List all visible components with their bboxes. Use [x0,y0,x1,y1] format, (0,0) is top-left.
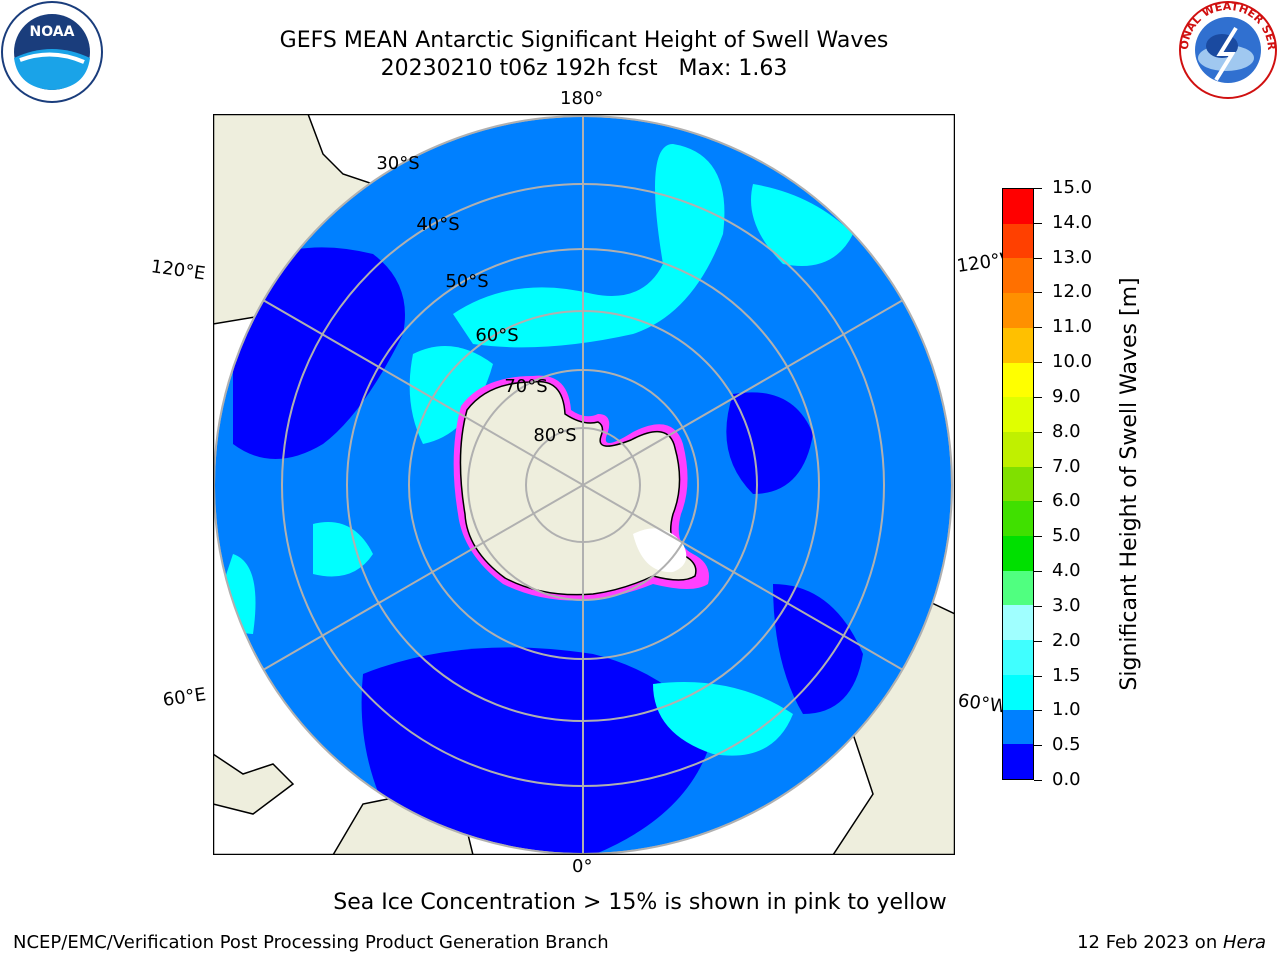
colorbar-segment [1003,570,1033,606]
nws-logo: NATIONAL WEATHER SERVICE [1176,0,1278,99]
lat-label-60s: 60°S [475,325,518,346]
colorbar-tick [1034,222,1042,224]
colorbar-tick [1034,292,1042,294]
lat-label-40s: 40°S [416,214,459,235]
footer-host: Hera [1222,932,1266,953]
antarctica [453,375,709,601]
colorbar-segment [1003,674,1033,710]
colorbar-segment [1003,605,1033,641]
colorbar-tick-label: 2.0 [1052,629,1081,651]
colorbar-tick-label: 1.5 [1052,664,1081,686]
colorbar-segment [1003,397,1033,432]
colorbar-tick [1034,640,1042,642]
colorbar-tick-label: 6.0 [1052,490,1081,512]
colorbar-tick [1034,327,1042,329]
lon-label-180: 180° [560,88,604,109]
colorbar-segment [1003,536,1033,571]
colorbar-tick [1034,536,1042,538]
colorbar-segment [1003,293,1033,328]
colorbar-tick-label: 3.0 [1052,594,1081,616]
colorbar-segment [1003,640,1033,675]
colorbar-tick [1034,745,1042,747]
colorbar-tick [1034,710,1042,712]
colorbar-segment [1003,501,1033,537]
chart-title: GEFS MEAN Antarctic Significant Height o… [279,28,889,53]
colorbar-segment [1003,327,1033,363]
lon-label-120e: 120°E [149,256,207,285]
colorbar-tick-label: 14.0 [1052,211,1093,233]
colorbar-tick-label: 7.0 [1052,455,1081,477]
colorbar-tick [1034,362,1042,364]
colorbar-tick [1034,501,1042,503]
colorbar-segment [1003,189,1033,224]
colorbar-tick-label: 9.0 [1052,385,1081,407]
colorbar-tick-label: 13.0 [1052,246,1093,268]
colorbar-segment [1003,709,1033,745]
colorbar-tick-label: 10.0 [1052,351,1093,373]
colorbar-tick-label: 1.0 [1052,699,1081,721]
colorbar-segment [1003,258,1033,294]
lat-label-80s: 80°S [533,425,576,446]
colorbar-tick-label: 11.0 [1052,316,1093,338]
noaa-logo-text: NOAA [30,24,75,40]
colorbar-segment [1003,431,1033,467]
lon-label-0: 0° [572,856,593,877]
lon-label-60e: 60°E [161,684,208,711]
footer-producer: NCEP/EMC/Verification Post Processing Pr… [13,932,609,953]
colorbar-tick-label: 5.0 [1052,525,1081,547]
colorbar-tick [1034,431,1042,433]
colorbar [1002,188,1034,780]
lat-label-70s: 70°S [504,376,547,397]
chart-subtitle: 20230210 t06z 192h fcst Max: 1.63 [380,56,788,81]
colorbar-tick-label: 12.0 [1052,281,1093,303]
colorbar-segment [1003,744,1033,779]
colorbar-tick [1034,188,1042,189]
sea-ice-caption: Sea Ice Concentration > 15% is shown in … [333,890,947,915]
colorbar-tick-label: 8.0 [1052,420,1081,442]
lat-label-30s: 30°S [376,153,419,174]
colorbar-tick [1034,466,1042,468]
colorbar-tick [1034,780,1042,781]
colorbar-tick-label: 0.5 [1052,734,1081,756]
colorbar-tick [1034,396,1042,398]
lon-label-60w: 60°W [956,690,1009,718]
footer-date: 12 Feb 2023 on Hera [1077,932,1266,953]
colorbar-tick-label: 15.0 [1052,177,1093,198]
colorbar-segment [1003,362,1033,398]
polar-map: 30°S 40°S 50°S 60°S 70°S 80°S [213,114,955,855]
colorbar-segment [1003,466,1033,502]
colorbar-tick [1034,571,1042,573]
colorbar-label: Significant Height of Swell Waves [m] [1117,277,1142,691]
colorbar-tick-label: 0.0 [1052,769,1081,790]
colorbar-segment [1003,223,1033,259]
graticule [214,116,952,854]
colorbar-tick-label: 4.0 [1052,560,1081,582]
lat-label-50s: 50°S [445,271,488,292]
footer-date-text: 12 Feb 2023 on [1077,932,1223,953]
noaa-logo: NOAA [1,1,103,103]
colorbar-tick [1034,257,1042,259]
colorbar-tick [1034,605,1042,607]
colorbar-tick [1034,675,1042,677]
